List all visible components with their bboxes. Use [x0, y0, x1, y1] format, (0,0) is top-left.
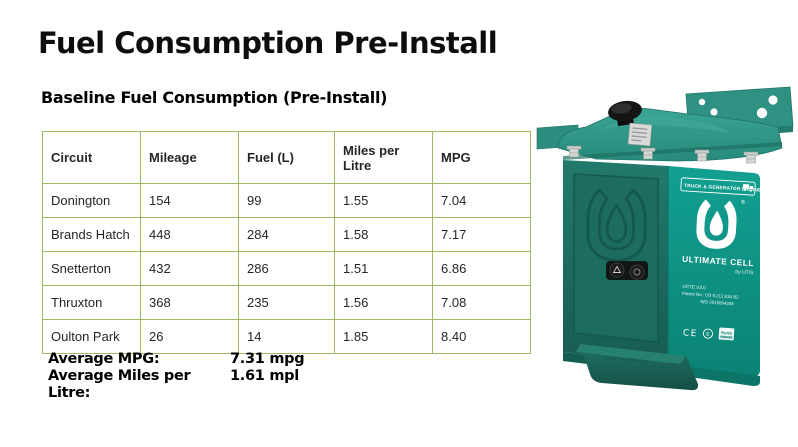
table-cell: Thruxton	[42, 285, 141, 320]
section-subtitle: Baseline Fuel Consumption (Pre-Install)	[41, 88, 388, 107]
table-cell: 7.04	[432, 183, 531, 218]
table-row: Thruxton 368 235 1.56 7.08	[42, 285, 531, 320]
table-cell: 1.55	[334, 183, 433, 218]
table-cell: Donington	[42, 183, 141, 218]
table-cell: 1.58	[334, 217, 433, 252]
bracket-hole-icon	[710, 108, 718, 116]
table-row: Snetterton 432 286 1.51 6.86	[42, 251, 531, 286]
table-cell: 1.85	[334, 319, 433, 354]
table-cell: 448	[140, 217, 239, 252]
embossed-flame-logo-icon	[586, 188, 647, 262]
warning-triangle-icon	[612, 265, 622, 273]
rohs-mark-icon: RoHS	[721, 330, 733, 336]
device-illustration: TRUCK & GENERATOR ENGINE ® ULTIMATE CELL…	[536, 86, 794, 391]
table-cell: 1.56	[334, 285, 433, 320]
bracket-hole-icon	[756, 107, 768, 119]
averages-summary: Average MPG: 7.31 mpg Average Miles per …	[48, 351, 305, 402]
table-cell: Brands Hatch	[42, 217, 141, 252]
average-mpg-value: 7.31 mpg	[230, 351, 305, 367]
table-cell: 14	[238, 319, 335, 354]
average-mpl-row: Average Miles per Litre: 1.61 mpl	[48, 368, 304, 402]
table-row: Oulton Park 26 14 1.85 8.40	[42, 319, 531, 354]
connector-ports	[606, 261, 648, 280]
made-in-text: MADE IN PORTUGAL	[606, 355, 649, 364]
table-cell: 368	[140, 285, 239, 320]
brand-text: ULTIMATE CELL	[682, 254, 754, 268]
e-mark-icon: E	[706, 332, 710, 338]
table-cell: 235	[238, 285, 335, 320]
bracket-hole-icon	[698, 98, 706, 106]
table-cell: 286	[238, 251, 335, 286]
table-cell: 7.08	[432, 285, 531, 320]
left-face-recessed-panel	[573, 173, 659, 343]
column-header-miles-per-litre: Miles per Litre	[334, 131, 433, 184]
badge-text: TRUCK & GENERATOR ENGINE	[684, 183, 762, 194]
table-cell: 6.86	[432, 251, 531, 286]
column-header-mpg: MPG	[432, 131, 531, 184]
table-cell: 26	[140, 319, 239, 354]
table-header-row: Circuit Mileage Fuel (L) Miles per Litre…	[42, 131, 531, 184]
table-cell: 154	[140, 183, 239, 218]
table-cell: 284	[238, 217, 335, 252]
column-header-fuel: Fuel (L)	[238, 131, 335, 184]
ultimate-cell-logo-icon	[696, 199, 737, 249]
registered-mark: ®	[741, 199, 745, 206]
table-cell: 7.17	[432, 217, 531, 252]
table-cell: 8.40	[432, 319, 531, 354]
fuel-consumption-table: Circuit Mileage Fuel (L) Miles per Litre…	[42, 131, 531, 354]
table-cell: 1.51	[334, 251, 433, 286]
label-badge: TRUCK & GENERATOR ENGINE	[680, 177, 762, 196]
ultimate-cell-device-photo: TRUCK & GENERATOR ENGINE ® ULTIMATE CELL…	[536, 86, 798, 400]
device-top-deck	[557, 108, 783, 162]
average-mpl-label: Average Miles per Litre:	[48, 368, 191, 401]
byline-text: by UTIS	[735, 269, 754, 276]
table-cell: Oulton Park	[42, 319, 141, 354]
certification-marks: CE E RoHS	[683, 327, 735, 341]
column-header-circuit: Circuit	[42, 131, 141, 184]
column-header-mileage: Mileage	[140, 131, 239, 184]
average-mpg-row: Average MPG: 7.31 mpg	[48, 351, 305, 368]
model-text: UCTE V3.0	[682, 284, 706, 291]
label-info-lines: UCTE V3.0 Patent No.: US 9,212,634 B2 WO…	[682, 284, 739, 307]
truck-icon	[742, 184, 754, 192]
wo-number-text: WO 2015064289	[700, 299, 734, 306]
patent-text: Patent No.: US 9,212,634 B2	[682, 291, 739, 300]
bracket-hole-icon	[768, 95, 778, 105]
device-base: MADE IN PORTUGAL	[563, 344, 760, 391]
hex-bolts	[566, 145, 759, 164]
knob	[608, 100, 642, 127]
device-front-face	[668, 166, 760, 377]
table-cell: 99	[238, 183, 335, 218]
average-mpg-label: Average MPG:	[48, 351, 160, 367]
page-title: Fuel Consumption Pre-Install	[38, 26, 498, 60]
table-row: Brands Hatch 448 284 1.58 7.17	[42, 217, 531, 252]
sensor-box	[627, 122, 653, 147]
ce-mark-icon: CE	[683, 328, 699, 339]
table-cell: 432	[140, 251, 239, 286]
table-row: Donington 154 99 1.55 7.04	[42, 183, 531, 218]
average-mpl-value: 1.61 mpl	[230, 368, 299, 384]
table-cell: Snetterton	[42, 251, 141, 286]
